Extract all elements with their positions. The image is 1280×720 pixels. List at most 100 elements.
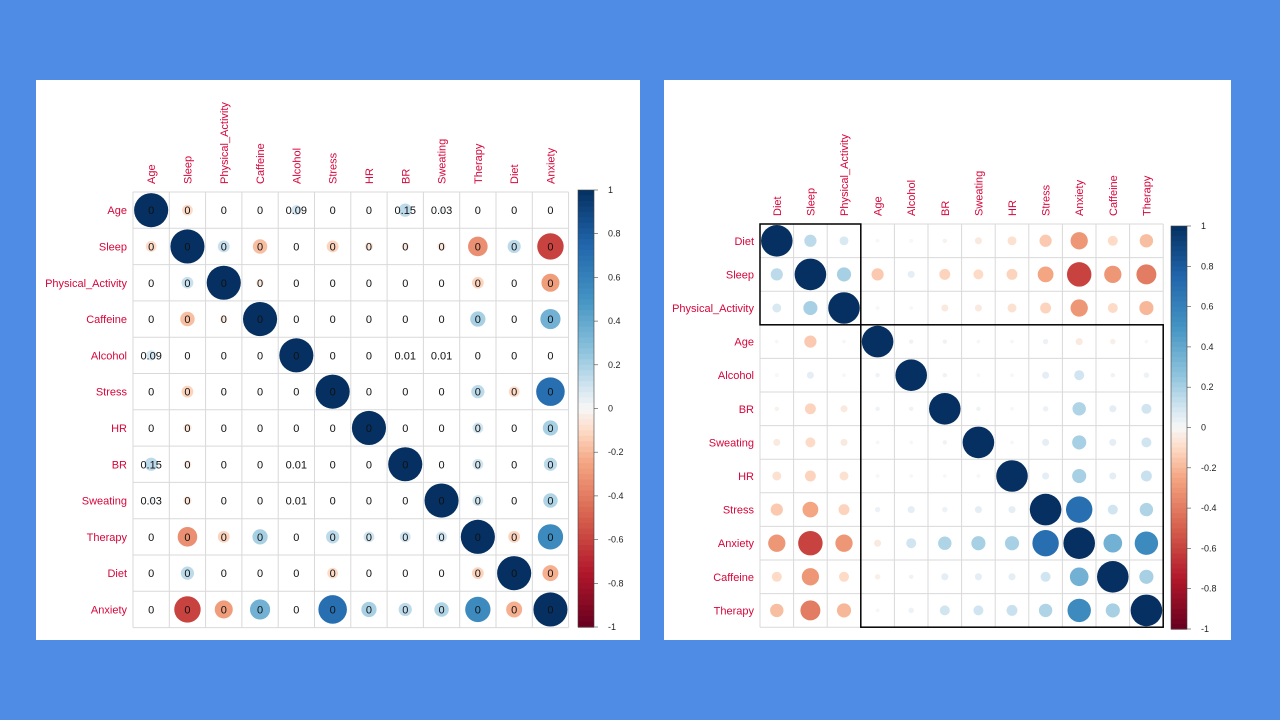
- column-label: Anxiety: [545, 147, 557, 184]
- correlation-circle: [1072, 402, 1086, 416]
- colorbar-segment: [578, 293, 594, 300]
- correlation-circle: [1010, 406, 1014, 411]
- colorbar-segment: [578, 583, 594, 590]
- cell-value: 0.03: [140, 496, 161, 508]
- correlation-circle: [471, 385, 485, 399]
- row-label: Age: [734, 337, 754, 349]
- correlation-circle: [1074, 370, 1085, 381]
- correlation-circle: [770, 503, 783, 516]
- correlation-circle: [330, 208, 335, 213]
- correlation-circle: [804, 403, 816, 415]
- correlation-circle: [221, 208, 226, 213]
- correlation-circle: [185, 353, 190, 358]
- correlation-circle: [512, 462, 517, 467]
- correlation-circle: [366, 462, 371, 467]
- row-label: Diet: [107, 568, 127, 580]
- correlation-circle: [330, 498, 335, 503]
- correlation-circle: [976, 406, 981, 412]
- correlation-circle: [294, 462, 299, 467]
- cell-value: 0: [184, 314, 190, 326]
- correlation-circle: [761, 225, 793, 257]
- correlation-circle: [938, 536, 952, 550]
- colorbar-segment: [1171, 382, 1187, 388]
- correlation-circle: [1039, 234, 1052, 247]
- correlation-circle: [1144, 339, 1149, 344]
- colorbar-segment: [1171, 311, 1187, 318]
- colorbar-segment: [1171, 367, 1187, 373]
- colorbar-segment: [578, 337, 594, 344]
- correlation-circle: [548, 208, 553, 213]
- colorbar-segment: [578, 506, 594, 513]
- cell-value: 0: [547, 604, 553, 616]
- colorbar-tick-label: 0.8: [1201, 261, 1214, 271]
- colorbar-segment: [1171, 472, 1187, 479]
- correlation-circle: [895, 359, 927, 391]
- cell-value: 0: [148, 387, 154, 399]
- correlation-circle: [929, 393, 961, 425]
- colorbar-segment: [578, 435, 594, 442]
- correlation-circle: [180, 311, 195, 327]
- cell-value: 0: [402, 278, 408, 290]
- colorbar-segment: [578, 566, 594, 573]
- cell-value: 0: [221, 604, 227, 616]
- correlation-circle: [507, 239, 521, 254]
- correlation-circle: [221, 498, 226, 503]
- correlation-circle: [542, 420, 559, 436]
- correlation-circle: [146, 350, 157, 361]
- correlation-circle: [366, 498, 371, 503]
- correlation-circle: [971, 536, 986, 551]
- colorbar-tick-label: -0.8: [608, 578, 624, 588]
- cell-value: 0: [511, 496, 517, 508]
- colorbar-segment: [1171, 387, 1187, 393]
- cell-value: 0: [547, 532, 553, 544]
- cell-value: 0: [330, 387, 336, 399]
- colorbar-tick-label: -1: [608, 622, 616, 632]
- cell-value: 0: [221, 423, 227, 435]
- correlation-circle: [1140, 470, 1152, 482]
- colorbar-segment: [1171, 613, 1187, 620]
- colorbar-segment: [578, 239, 594, 246]
- colorbar-tick-label: 0: [608, 404, 613, 414]
- cell-value: 0: [547, 459, 553, 471]
- colorbar-segment: [1171, 553, 1187, 560]
- cell-value: 0: [293, 532, 299, 544]
- correlation-circle: [840, 405, 848, 413]
- colorbar-segment: [578, 550, 594, 557]
- colorbar-tick-label: 0.4: [608, 316, 621, 326]
- colorbar-segment: [578, 605, 594, 612]
- correlation-circle: [771, 571, 782, 582]
- correlation-circle: [403, 353, 408, 358]
- correlation-circle: [512, 208, 517, 213]
- colorbar-segment: [578, 495, 594, 502]
- colorbar-segment: [578, 555, 594, 563]
- cell-value: 0: [257, 568, 263, 580]
- cell-value: 0: [330, 205, 336, 217]
- cell-value: 0: [148, 241, 154, 253]
- correlation-circle: [291, 205, 302, 216]
- colorbar-segment: [578, 375, 594, 382]
- colorbar-tick-label: -0.6: [1201, 543, 1217, 553]
- cell-value: 0: [475, 423, 481, 435]
- correlation-circle: [330, 317, 335, 322]
- correlation-circle: [1067, 598, 1091, 623]
- colorbar-tick-label: 0.4: [1201, 342, 1214, 352]
- correlation-circle: [973, 605, 984, 616]
- correlation-circle: [508, 530, 521, 543]
- colorbar-segment: [578, 424, 594, 431]
- correlation-circle: [398, 602, 412, 617]
- correlation-circle: [363, 531, 375, 543]
- correlation-circle: [475, 208, 480, 213]
- correlation-circle: [939, 268, 951, 280]
- correlation-circle: [874, 539, 882, 547]
- correlation-circle: [364, 242, 374, 251]
- correlation-circle: [974, 506, 982, 514]
- column-label: Age: [873, 196, 885, 216]
- row-label: Sleep: [726, 269, 754, 281]
- row-label: Therapy: [87, 532, 128, 544]
- correlation-circle: [181, 276, 194, 289]
- colorbar-segment: [1171, 573, 1187, 580]
- cell-value: 0: [366, 314, 372, 326]
- correlation-circle: [774, 339, 779, 344]
- correlation-circle: [973, 269, 984, 280]
- correlation-circle: [180, 566, 195, 580]
